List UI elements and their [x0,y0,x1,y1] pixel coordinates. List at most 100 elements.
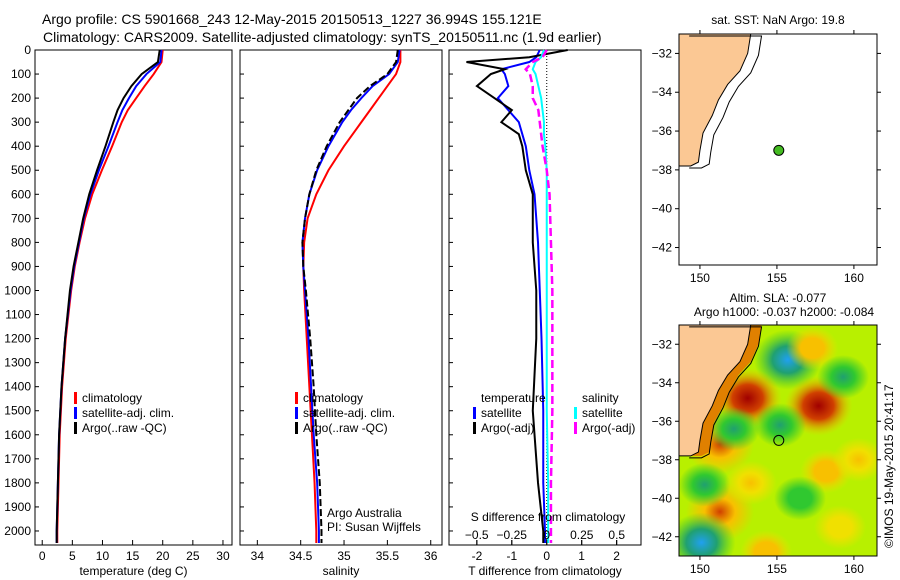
y-tick-label: 1900 [4,500,31,514]
series-line-argo-raw-qc- [301,49,399,543]
x-axis-label: salinity [323,564,360,578]
lon-tick-label: 160 [844,562,864,576]
lon-tick-label: 155 [767,562,787,576]
x2-axis-label: S difference from climatology [471,510,626,524]
isobath-line [689,326,763,459]
legend-label: satellite-adj. clim. [82,406,174,420]
x2-tick-label: 0.5 [608,528,625,542]
series-line-climatology [302,50,402,543]
panel-temperature: 0 5 10 15 20 25 30 temperature (deg C) 0 100 200 30… [4,43,233,578]
x-axis-label: T difference from climatology [468,564,622,578]
y-tick-label: 300 [11,115,31,129]
land-australia [679,34,752,167]
legend-swatch [74,407,77,419]
x-tick-label: 0 [39,549,46,563]
y-tick-label: 600 [11,187,31,201]
isobath-line [689,35,763,169]
sla-anomaly [832,437,877,482]
map-content [679,325,877,556]
legend-swatch [295,407,298,419]
y-tick-label: 400 [11,139,31,153]
sla-anomaly [679,462,731,507]
legend-swatch [473,422,476,434]
lat-tick-label: −32 [652,337,673,351]
series-line-satellite-adj-clim- [55,49,163,543]
y-tick-label: 100 [11,67,31,81]
map-sst: 150 155 160 −32 −34 −36 −38 −40 −42 sat. SST: NaN… [652,13,881,285]
x-tick-label: 5 [69,549,76,563]
legend-swatch [295,422,298,434]
sla-anomaly [707,406,760,451]
sla-map-title-line2: Argo h1000: -0.037 h2000: -0.084 [694,305,874,319]
legend-label: Argo(-adj) [582,421,635,435]
profile-location-marker [773,434,785,446]
y-tick-label: 0 [24,43,31,57]
panel-difference: -2 -1 0 1 2T difference from climatology S di… [448,49,642,578]
lon-tick-label: 150 [690,271,710,285]
annotation-text: PI: Susan Wijffels [327,520,421,534]
sst-map-title: sat. SST: NaN Argo: 19.8 [711,13,845,27]
lon-tick-label: 155 [767,271,787,285]
series-line-salinity-satellite [531,49,550,543]
y-tick-label: 500 [11,163,31,177]
series-line-salinity-argo-adj- [524,49,554,543]
x-axis-label: temperature (deg C) [79,564,187,578]
y-tick-label: 1800 [4,476,31,490]
profile-location-marker [773,144,785,156]
y-tick-label: 2000 [4,524,31,538]
x-tick-label: 36 [424,549,438,563]
sla-anomaly [786,326,839,371]
annotation-text: Argo Australia [327,506,402,520]
land-australia [679,325,752,457]
sla-anomaly [817,354,870,399]
map-frame [678,33,878,266]
y-tick-label: 1600 [4,428,31,442]
map-frame [678,324,878,557]
plot-frame [239,49,443,546]
lat-tick-label: −34 [652,376,673,390]
legend-swatch [295,392,298,404]
x-tick-label: 34 [251,549,265,563]
x2-tick-label: −0.25 [497,528,528,542]
lat-tick-label: −36 [652,124,673,138]
legend-swatch [574,407,577,419]
figure-title-line1: Argo profile: CS 5901668_243 12-May-2015… [42,11,542,27]
legend-swatch [74,392,77,404]
sla-map-title-line1: Altim. SLA: -0.077 [730,291,827,305]
legend-swatch [574,422,577,434]
sla-anomaly [774,476,827,521]
x-tick-label: -2 [472,549,483,563]
y-tick-label: 1300 [4,356,31,370]
lon-tick-label: 150 [690,562,710,576]
legend-heading-salinity: salinity [582,391,619,405]
y-tick-label: 1200 [4,332,31,346]
legend-label: Argo(..raw -QC) [303,421,388,435]
map-content [679,34,763,169]
lat-tick-label: −42 [652,530,673,544]
figure-title-line2: Climatology: CARS2009. Satellite-adjuste… [43,29,602,45]
lat-tick-label: −34 [652,85,673,99]
legend-label: satellite [582,406,623,420]
legend-label: satellite [481,406,522,420]
y-tick-label: 1100 [5,308,31,322]
panel-salinity: 34 34.5 35 35.5 36 salinity climatologysatelli… [239,49,443,578]
x-tick-label: 2 [613,549,620,563]
x2-tick-label: 0.25 [570,528,594,542]
imos-watermark: ©IMOS 19-May-2015 20:41:17 [882,384,896,548]
legend-heading-temperature: temperature [481,391,546,405]
x-tick-label: 35.5 [376,549,400,563]
legend-label: climatology [303,391,363,405]
x-tick-label: 35 [337,549,351,563]
x-tick-label: 30 [216,549,230,563]
x-tick-label: 34.5 [289,549,313,563]
legend-label: Argo(-adj) [481,421,534,435]
series-line-argo-raw-qc- [55,49,161,543]
map-sla: 150 155 160 −32 −34 −36 −38 −40 −42 Altim. SLA: -… [652,291,896,576]
lat-tick-label: −36 [652,414,673,428]
y-tick-label: 1500 [4,404,31,418]
series-line-climatology [56,49,164,543]
x-tick-label: 25 [186,549,200,563]
y-tick-label: 200 [11,91,31,105]
